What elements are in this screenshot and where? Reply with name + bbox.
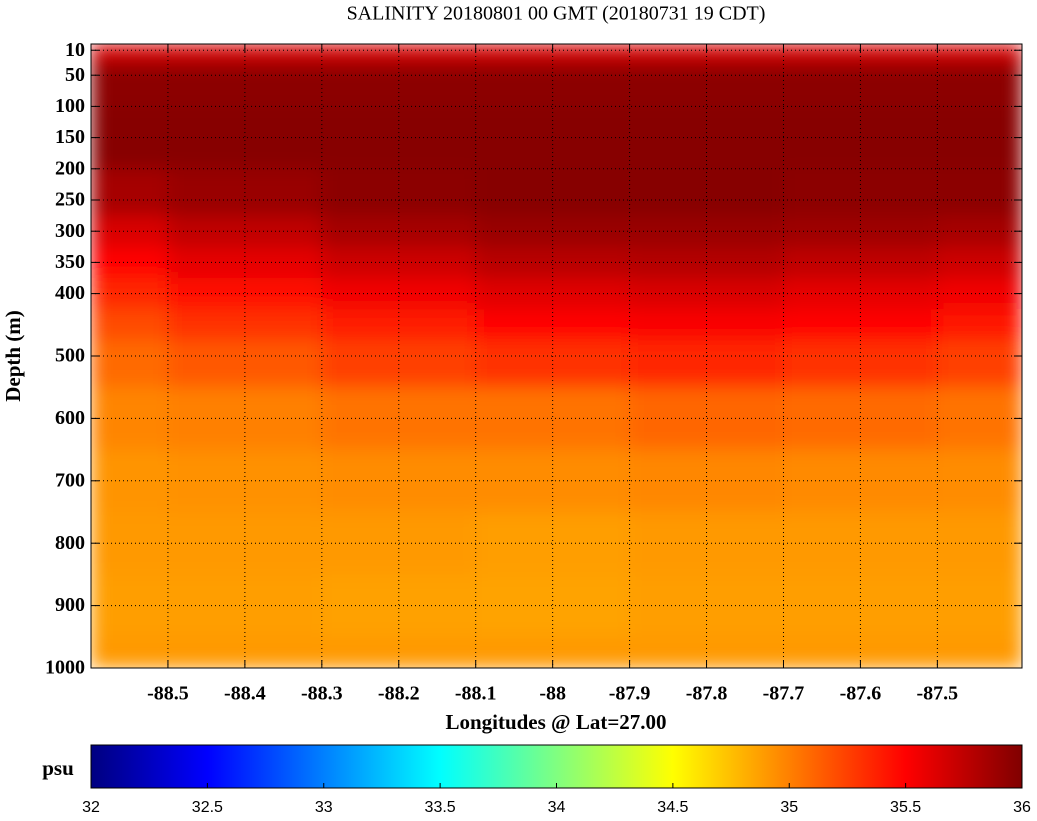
heatmap-cell (783, 246, 938, 279)
heatmap-cell (475, 47, 631, 64)
y-tick-label: 500 (55, 345, 85, 367)
heatmap-cell (91, 387, 169, 451)
y-tick-label: 200 (55, 157, 85, 179)
x-tick-label: -88.2 (378, 683, 420, 705)
heatmap-cell (91, 246, 169, 279)
x-tick-label: -88.1 (455, 683, 497, 705)
y-tick-label: 400 (55, 282, 85, 304)
heatmap-cell (629, 574, 784, 638)
chart-title: SALINITY 20180801 00 GMT (20180731 19 CD… (347, 3, 766, 25)
heatmap-cell (91, 512, 169, 575)
x-tick-label: -88.3 (301, 683, 343, 705)
heatmap-cell (91, 168, 169, 217)
y-tick-label: 150 (55, 126, 85, 148)
heatmap-cell (91, 62, 169, 107)
heatmap-cell (629, 106, 784, 170)
heatmap-cell (91, 278, 169, 310)
colorbar-tick-label: 36 (1013, 799, 1031, 816)
heatmap-cell (783, 387, 938, 451)
heatmap-cell (91, 340, 169, 388)
heatmap-cell (937, 636, 1022, 668)
heatmap-cell (783, 47, 938, 64)
colorbar-tick-label: 34.5 (657, 799, 688, 816)
y-tick-label: 900 (55, 594, 85, 616)
y-tick-label: 800 (55, 532, 85, 554)
plot-frame (90, 43, 1023, 669)
heatmap-cell (475, 309, 631, 341)
y-tick-label: 1000 (45, 657, 85, 679)
x-tick-label: -87.5 (917, 683, 959, 705)
colorbar-tick-label: 32.5 (192, 799, 223, 816)
heatmap-cell (475, 449, 631, 513)
heatmap-cell (937, 340, 1022, 388)
x-tick-label: -88.5 (147, 683, 189, 705)
heatmap-cell (91, 215, 169, 248)
x-tick-label: -88.4 (224, 683, 266, 705)
x-tick-label: -87.6 (840, 683, 882, 705)
heatmap-cell (475, 512, 631, 575)
heatmap-cell (629, 47, 784, 64)
heatmap-cell (167, 47, 323, 64)
y-tick-label: 700 (55, 469, 85, 491)
x-tick-label: -87.7 (763, 683, 805, 705)
heatmap-cell (783, 512, 938, 575)
heatmap-cell (629, 512, 784, 575)
heatmap-cell (475, 106, 631, 170)
y-tick-label: 50 (65, 64, 85, 86)
colorbar-tick-label: 33 (315, 799, 333, 816)
heatmap-cell (475, 574, 631, 638)
heatmap-cell (783, 309, 938, 341)
heatmap-cell (629, 246, 784, 279)
colorbar-label: psu (42, 756, 74, 780)
y-tick-label: 300 (55, 220, 85, 242)
heatmap-cell (475, 246, 631, 279)
heatmap-cell (167, 387, 323, 451)
heatmap-cell (91, 449, 169, 513)
heatmap-cells (91, 44, 1022, 668)
y-tick-label: 250 (55, 189, 85, 211)
y-tick-label: 350 (55, 251, 85, 273)
heatmap-cell (937, 44, 1022, 48)
heatmap-cell (783, 106, 938, 170)
colorbar-tick-label: 35 (780, 799, 798, 816)
heatmap-cell (783, 574, 938, 638)
heatmap-cell (91, 47, 169, 64)
heatmap-cell (629, 449, 784, 513)
axes: 10 50 100 150 200 250 300 350 400 500 600 700 800 900… (45, 39, 1031, 816)
x-tick-label: -88 (539, 683, 566, 705)
y-tick-label: 600 (55, 407, 85, 429)
colorbar (90, 744, 1023, 789)
heatmap-cell (91, 106, 169, 170)
heatmap-cell (91, 44, 169, 48)
heatmap-cell (321, 47, 477, 64)
heatmap-cell (91, 574, 169, 638)
colorbar-tick-label: 34 (548, 799, 566, 816)
colorbar-tick-label: 32 (82, 799, 100, 816)
y-tick-label: 100 (55, 95, 85, 117)
heatmap-cell (91, 636, 169, 668)
heatmap-cell (937, 309, 1022, 341)
heatmap-cell (167, 309, 323, 341)
heatmap-cell (475, 387, 631, 451)
heatmap-cell (783, 449, 938, 513)
heatmap (91, 44, 1022, 668)
x-axis-label: Longitudes @ Lat=27.00 (445, 710, 666, 734)
colorbar-tick-label: 35.5 (890, 799, 921, 816)
y-axis-label: Depth (m) (1, 310, 25, 402)
heatmap-cell (937, 62, 1022, 107)
y-tick-label: 10 (65, 39, 85, 61)
heatmap-cell (321, 309, 477, 341)
x-tick-label: -87.9 (609, 683, 651, 705)
colorbar-tick-label: 33.5 (425, 799, 456, 816)
heatmap-cell (937, 47, 1022, 64)
heatmap-cell (629, 309, 784, 341)
x-tick-label: -87.8 (686, 683, 728, 705)
heatmap-cell (91, 309, 169, 341)
heatmap-cell (937, 168, 1022, 217)
